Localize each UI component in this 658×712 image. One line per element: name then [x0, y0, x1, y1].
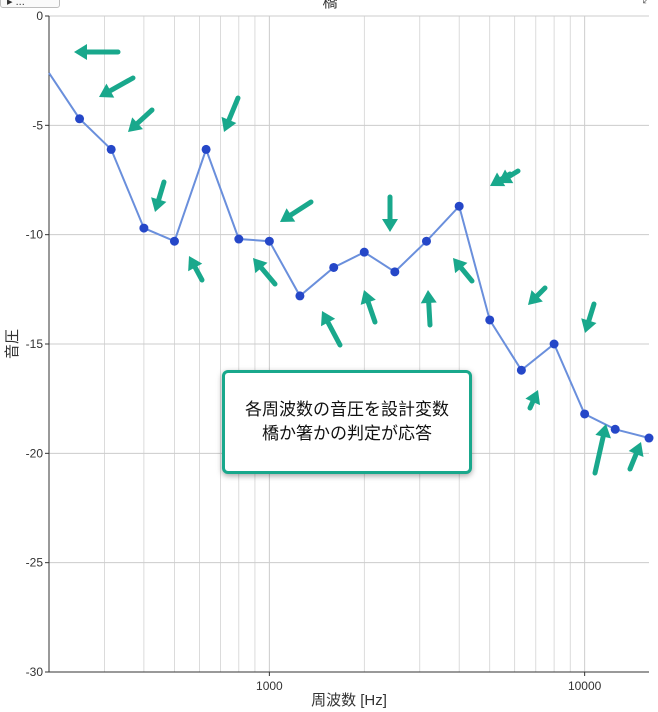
arrow-head [453, 258, 468, 274]
data-point [169, 236, 179, 246]
arrow-shaft [365, 299, 378, 325]
data-point [610, 424, 620, 434]
data-point [329, 262, 339, 272]
arrow-head [74, 44, 87, 60]
arrow-icon [253, 258, 278, 287]
arrow-head [128, 117, 143, 132]
data-point [516, 365, 526, 375]
data-point [421, 236, 431, 246]
x-axis-label: 周波数 [Hz] [311, 692, 387, 709]
data-point [644, 433, 654, 443]
arrow-shaft [156, 179, 167, 203]
arrow-icon [188, 256, 205, 283]
arrow-icon [321, 311, 343, 348]
arrow-shaft [288, 199, 314, 218]
y-tick-label: -15 [26, 337, 44, 351]
arrow-head [581, 318, 597, 333]
arrow-head [221, 116, 237, 132]
arrow-shaft [627, 451, 639, 472]
data-point [580, 409, 590, 419]
arrow-head [321, 311, 336, 327]
annotation-line-2: 橋か箸かの判定が応答 [262, 424, 432, 444]
x-tick-label: 10000 [568, 679, 602, 693]
arrow-shaft [534, 285, 548, 299]
arrow-shaft [586, 301, 597, 324]
y-axis-label: 音圧 [4, 329, 21, 359]
arrow-icon [99, 75, 136, 98]
arrow-icon [592, 424, 611, 476]
arrow-head [382, 219, 398, 232]
grid [48, 15, 649, 673]
arrow-head [151, 197, 167, 212]
y-tick-label: -25 [26, 556, 44, 570]
expand-icon[interactable]: ⤢ [642, 0, 652, 7]
arrow-icon [525, 390, 541, 411]
arrow-icon [627, 442, 644, 472]
arrow-icon [581, 301, 597, 333]
data-point [549, 339, 559, 349]
data-point [201, 144, 211, 154]
data-point [106, 144, 116, 154]
arrow-shaft [258, 265, 278, 287]
arrow-icon [420, 290, 437, 328]
arrow-icon [498, 168, 521, 184]
annotation-line-1: 各周波数の音圧を設計変数 [245, 400, 449, 420]
arrow-icon [360, 290, 378, 325]
series-line [48, 72, 654, 443]
arrow-head [525, 390, 541, 406]
arrow-shaft [527, 399, 536, 411]
arrow-icon [280, 199, 314, 222]
arrow-icon [382, 194, 398, 232]
arrow-shaft [592, 434, 606, 476]
arrow-shaft [325, 319, 343, 348]
y-tick-label: -10 [26, 228, 44, 242]
arrow-head [188, 256, 203, 272]
arrow-shaft [226, 95, 241, 123]
arrow-icon [128, 107, 155, 132]
data-point [390, 267, 400, 277]
arrow-icon [453, 258, 475, 284]
arrow-head [628, 442, 644, 458]
arrow-icon [151, 179, 167, 212]
data-point [454, 201, 464, 211]
arrow-shaft [458, 265, 475, 284]
arrow-head [595, 424, 611, 439]
arrow-head [99, 83, 115, 98]
y-tick-label: -5 [32, 118, 43, 132]
toolbar-button[interactable]: ▸ ... [0, 0, 60, 8]
chart-title: 橋 [322, 0, 338, 11]
data-point [234, 234, 244, 244]
series-polyline [48, 72, 650, 439]
arrow-head [280, 208, 296, 222]
arrow-shaft [426, 300, 433, 328]
arrow-head [420, 290, 437, 304]
axes: 0 -5 -10 -15 -20 -25 -30 1000 10000 [26, 9, 649, 693]
arrow-shaft [506, 168, 521, 179]
arrow-head [360, 290, 376, 305]
data-point [295, 291, 305, 301]
arrow-head [253, 258, 268, 274]
arrow-shaft [135, 107, 155, 126]
y-tick-label: -30 [26, 665, 44, 679]
arrow-shaft [107, 75, 136, 94]
y-tick-label: 0 [36, 9, 43, 23]
arrow-icon [221, 95, 241, 132]
data-point [359, 247, 369, 257]
arrow-head [498, 169, 514, 184]
data-point [75, 114, 85, 124]
arrow-shaft [192, 264, 205, 283]
x-tick-label: 1000 [256, 679, 283, 693]
data-point [485, 315, 495, 325]
arrow-head [528, 290, 543, 305]
data-point [139, 223, 149, 233]
annotation-arrows [74, 44, 644, 476]
annotation-box: 各周波数の音圧を設計変数 橋か箸かの判定が応答 [222, 370, 472, 474]
arrow-icon [74, 44, 121, 60]
arrow-icon [528, 285, 548, 305]
data-point [264, 236, 274, 246]
y-tick-label: -20 [26, 446, 44, 460]
